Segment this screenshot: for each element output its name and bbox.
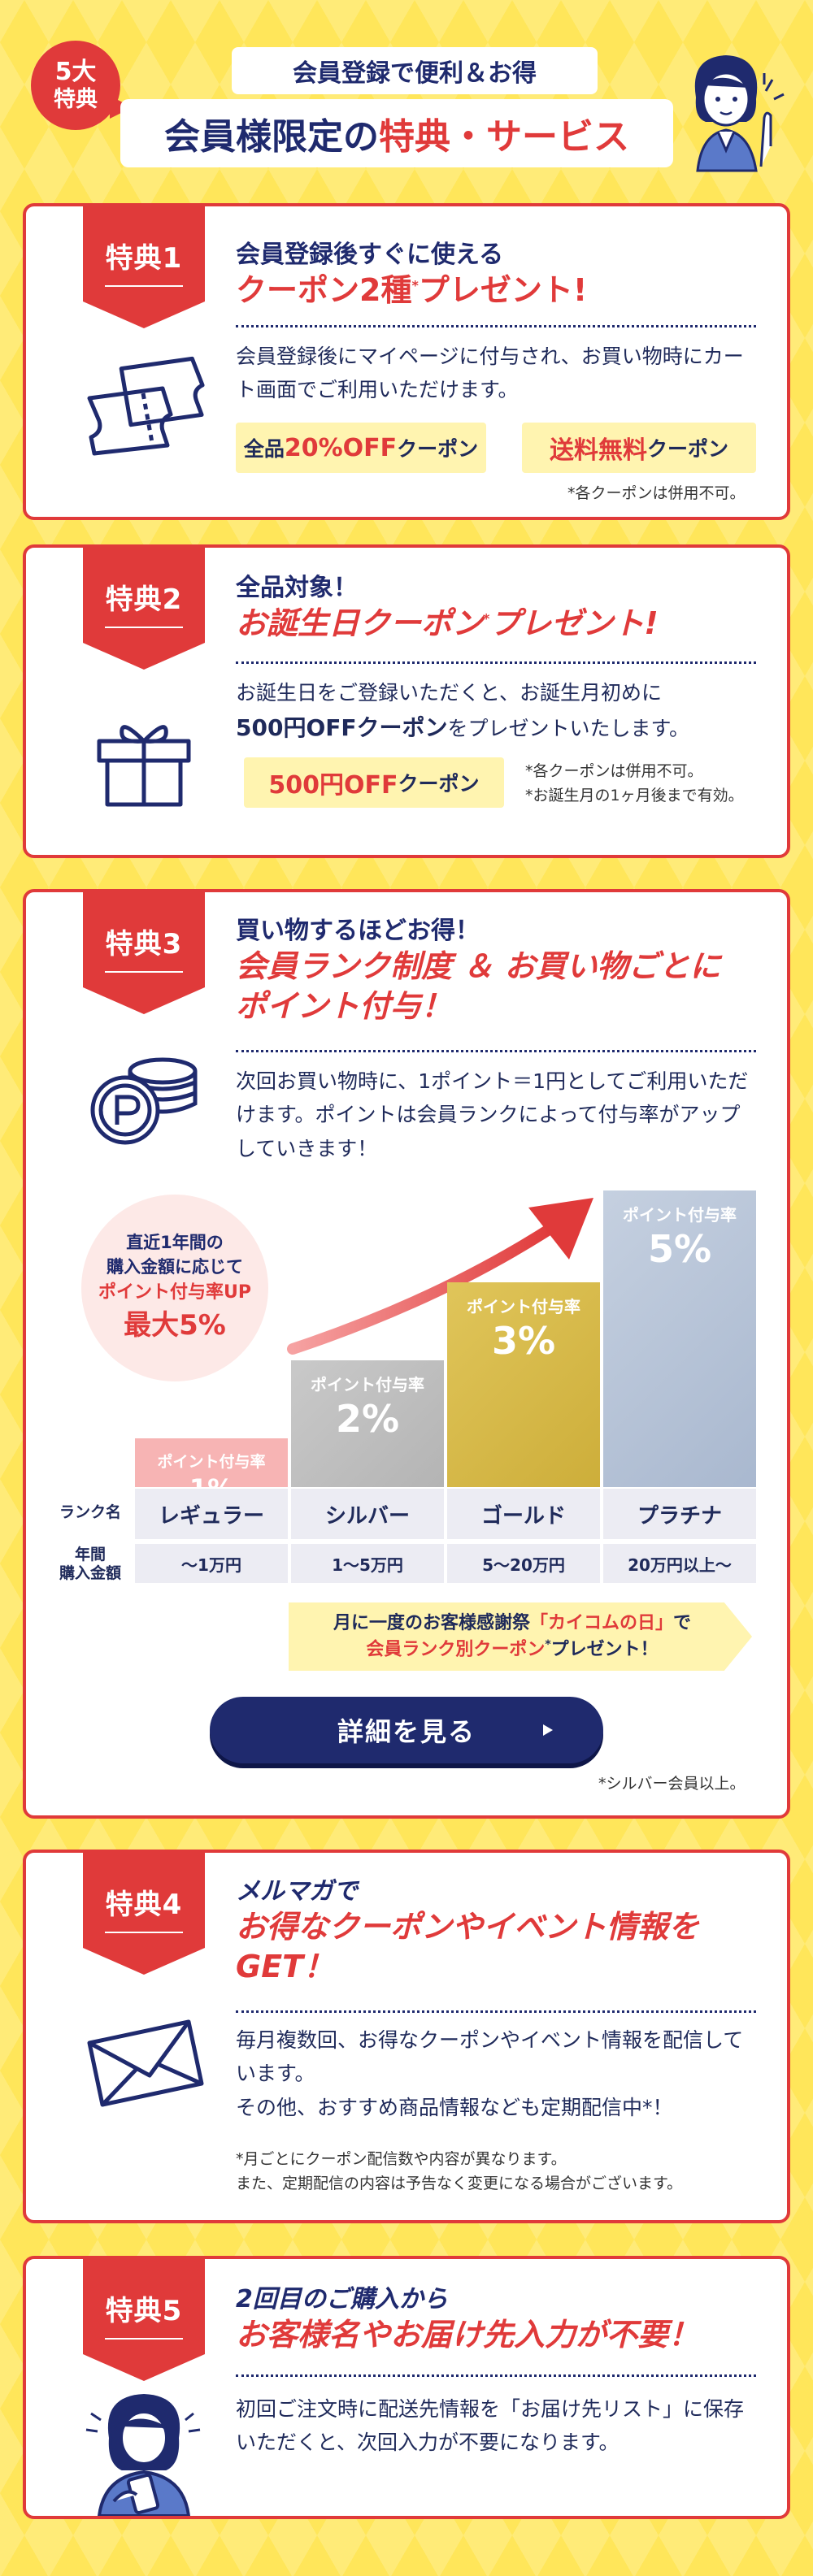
woman-phone-icon <box>85 2394 201 2516</box>
coupon-ticket-icon <box>87 356 205 456</box>
rank-bar-2: ポイント付与率 3% <box>447 1282 600 1487</box>
benefit2-card: 特典2 全品対象！ お誕生日クーポン*プレゼント! お誕生日をご登録いただくと、… <box>23 544 790 858</box>
rank-amount-gold: 5〜20万円 <box>447 1544 600 1583</box>
benefit3-note: *シルバー会員以上。 <box>598 1775 746 1793</box>
benefit3-title: 買い物するほどお得！ 会員ランク制度 ＆ お買い物ごとに ポイント付与！ <box>236 915 756 1027</box>
rank-bar-label: ポイント付与率 <box>623 1205 737 1225</box>
benefit4-tag-label: 特典4 <box>105 1889 183 1921</box>
benefit4-body: 毎月複数回、お得なクーポンやイベント情報を配信しています。 その他、おすすめ商品… <box>236 2028 744 2119</box>
benefit5-title-line1: 2回目のご購入から <box>236 2285 448 2314</box>
rank-bar-label: ポイント付与率 <box>467 1297 580 1316</box>
rank-amount-platinum: 20万円以上〜 <box>603 1544 756 1583</box>
benefit5-card: 特典5 2回目のご購入から お客様名やお届け先入力が不要！ 初回ご注文時に配送先… <box>23 2256 790 2519</box>
benefit4-title-line2: お得なクーポンやイベント情報を <box>236 1909 700 1945</box>
benefit5-tag-label: 特典5 <box>105 2295 183 2327</box>
coupon-20off: 全品 20%OFF クーポン <box>236 423 486 473</box>
header: 5大 特典 会員登録で便利＆お得 会員様限定の 特典・サービス <box>0 0 813 195</box>
tag-underline <box>105 971 183 973</box>
divider <box>236 1050 756 1052</box>
gift-box-icon <box>97 725 191 807</box>
benefit2-title-line1: 全品対象！ <box>236 574 358 602</box>
benefit2-title: 全品対象！ お誕生日クーポン*プレゼント! <box>236 572 756 644</box>
benefit2-body: お誕生日をご登録いただくと、お誕生月初めに 500円OFFクーポンをプレゼントい… <box>236 681 690 742</box>
rank-bar-label: ポイント付与率 <box>311 1375 424 1394</box>
rank-bar-3: ポイント付与率 5% <box>603 1190 756 1487</box>
benefit4-title-line3: GET！ <box>236 1949 335 1985</box>
rank-name-platinum: プラチナ <box>603 1489 756 1539</box>
benefit2-tag-label: 特典2 <box>105 583 183 616</box>
row-label-amount: 年間 購入金額 <box>59 1546 121 1582</box>
benefit4-card: 特典4 メルマガで お得なクーポンやイベント情報を GET！ 毎月複数回、お得な… <box>23 1850 790 2223</box>
benefit2-title-line2: お誕生日クーポン*プレゼント! <box>236 605 659 641</box>
rank-name-regular: レギュラー <box>135 1489 288 1539</box>
benefit5-tag: 特典5 <box>83 2259 205 2381</box>
tag-underline <box>105 1932 183 1933</box>
detail-button[interactable]: 詳細を見る <box>210 1697 603 1763</box>
detail-button-label: 詳細を見る <box>337 1716 476 1747</box>
presenter-woman-icon <box>694 55 785 172</box>
divider <box>236 2010 756 2013</box>
badge-line1: 5大 <box>54 58 97 87</box>
rank-bar-0: ポイント付与率1% <box>135 1438 288 1504</box>
benefit1-note: *各クーポンは併用不可。 <box>567 484 746 502</box>
rank-rate-circle: 直近1年間の 購入金額に応じて ポイント付与率UP 最大5% <box>81 1195 268 1381</box>
mail-envelope-icon <box>87 2019 204 2107</box>
benefit4-title: メルマガで お得なクーポンやイベント情報を GET！ <box>236 1876 756 1988</box>
five-benefits-badge: 5大 特典 <box>31 41 120 130</box>
tag-underline <box>105 627 183 628</box>
benefit2-notes: *各クーポンは併用不可。 *お誕生月の1ヶ月後まで有効。 <box>525 762 744 805</box>
benefit3-tag-label: 特典3 <box>105 928 183 961</box>
rank-bar-rate: 3% <box>491 1319 556 1363</box>
header-title: 会員様限定の 特典・サービス <box>120 99 673 167</box>
benefit5-body: 初回ご注文時に配送先情報を「お届け先リスト」に保存いただくと、次回入力が不要にな… <box>236 2397 745 2455</box>
rank-name-gold: ゴールド <box>447 1489 600 1539</box>
benefit3-title-line2: 会員ランク制度 ＆ お買い物ごとに <box>236 948 721 984</box>
rank-bar-rate: 2% <box>335 1397 400 1441</box>
rank-bar-1: ポイント付与率 2% <box>291 1360 444 1487</box>
benefit1-card: 特典1 会員登録後すぐに使える クーポン2種*プレゼント! 会員登録後にマイペー… <box>23 203 790 520</box>
point-coins-icon <box>90 1057 198 1145</box>
divider <box>236 2374 756 2377</box>
row-label-rank: ランク名 <box>59 1503 121 1521</box>
tag-underline <box>105 2338 183 2340</box>
rank-name-silver: シルバー <box>291 1489 444 1539</box>
header-title-prefix: 会員様限定の <box>164 116 379 158</box>
benefit1-tag: 特典1 <box>83 206 205 328</box>
benefit5-title-line2: お客様名やお届け先入力が不要！ <box>236 2317 700 2353</box>
benefit1-body: 会員登録後にマイページに付与され、お買い物時にカート画面でご利用いただけます。 <box>236 345 744 402</box>
kaicom-day-banner: 月に一度のお客様感謝祭「カイコムの日」で 会員ランク別クーポン*プレゼント！ <box>289 1602 752 1671</box>
header-subtitle: 会員登録で便利＆お得 <box>232 47 598 94</box>
arrow-right-icon <box>543 1724 553 1736</box>
benefit4-tag: 特典4 <box>83 1853 205 1975</box>
benefit1-title-line2: クーポン2種*プレゼント! <box>236 272 588 308</box>
benefit4-title-line1: メルマガで <box>236 1877 358 1906</box>
benefit3-body: 次回お買い物時に、1ポイント＝1円としてご利用いただけます。ポイントは会員ランク… <box>236 1069 749 1160</box>
growth-arrow-icon <box>287 1198 593 1355</box>
tag-underline <box>105 285 183 287</box>
header-title-highlight: 特典・サービス <box>379 116 629 158</box>
benefit1-title: 会員登録後すぐに使える クーポン2種*プレゼント! <box>236 239 756 310</box>
benefit4-notes: *月ごとにクーポン配信数や内容が異なります。 また、定期配信の内容は予告なく変更… <box>236 2150 683 2193</box>
coupon-500off: 500円OFF クーポン <box>244 757 504 808</box>
rank-amount-silver: 1〜5万円 <box>291 1544 444 1583</box>
badge-line2: 特典 <box>54 86 98 112</box>
benefit5-title: 2回目のご購入から お客様名やお届け先入力が不要！ <box>236 2283 756 2355</box>
benefit1-title-line1: 会員登録後すぐに使える <box>236 241 504 269</box>
divider <box>236 661 756 664</box>
rank-bar-rate: 5% <box>647 1227 712 1271</box>
benefit1-tag-label: 特典1 <box>105 242 183 275</box>
benefit3-title-line1: 買い物するほどお得！ <box>236 917 480 945</box>
benefit3-title-line3: ポイント付与！ <box>236 988 453 1025</box>
divider <box>236 325 756 327</box>
rank-bar-label: ポイント付与率 <box>157 1453 266 1471</box>
rank-amount-regular: 〜1万円 <box>135 1544 288 1583</box>
benefit3-tag: 特典3 <box>83 892 205 1014</box>
benefit2-tag: 特典2 <box>83 548 205 670</box>
coupon-free-shipping: 送料無料 クーポン <box>522 423 756 473</box>
